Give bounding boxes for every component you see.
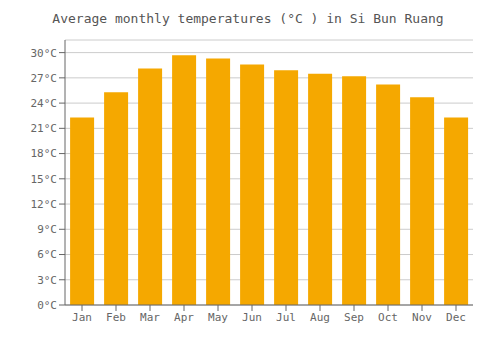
svg-text:Aug: Aug — [310, 311, 330, 324]
svg-text:Mar: Mar — [140, 311, 160, 324]
svg-text:Nov: Nov — [412, 311, 432, 324]
svg-text:Jul: Jul — [276, 311, 296, 324]
svg-text:Oct: Oct — [378, 311, 398, 324]
svg-text:Jan: Jan — [72, 311, 92, 324]
svg-text:6°C: 6°C — [37, 248, 57, 261]
svg-text:9°C: 9°C — [37, 223, 57, 236]
svg-text:27°C: 27°C — [31, 72, 58, 85]
svg-text:24°C: 24°C — [31, 97, 58, 110]
html-text:Average monthly temperatures (: Average monthly temperatures (°C ) in Si… — [52, 11, 444, 26]
svg-text:Jun: Jun — [242, 311, 262, 324]
svg-text:Apr: Apr — [174, 311, 194, 324]
svg-text:21°C: 21°C — [31, 122, 58, 135]
svg-text:12°C: 12°C — [31, 198, 58, 211]
svg-text:15°C: 15°C — [31, 173, 58, 186]
svg-text:18°C: 18°C — [31, 147, 58, 160]
svg-text:30°C: 30°C — [31, 47, 58, 60]
svg-text:0°C: 0°C — [37, 299, 57, 312]
svg-text:Dec: Dec — [446, 311, 466, 324]
svg-text:Sep: Sep — [344, 311, 364, 324]
svg-text:3°C: 3°C — [37, 274, 57, 287]
svg-text:May: May — [208, 311, 228, 324]
svg-text:Feb: Feb — [106, 311, 126, 324]
